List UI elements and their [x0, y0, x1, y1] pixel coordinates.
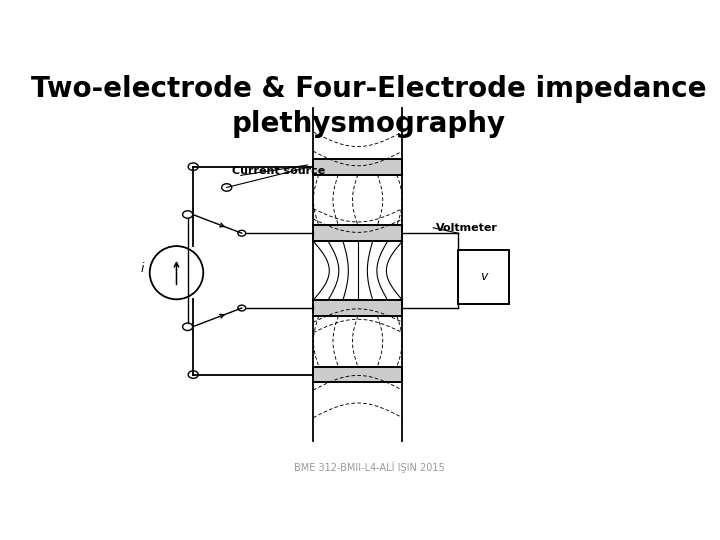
FancyBboxPatch shape [313, 159, 402, 174]
FancyBboxPatch shape [313, 367, 402, 382]
FancyBboxPatch shape [313, 225, 402, 241]
Text: i: i [140, 262, 144, 275]
Text: v: v [480, 271, 487, 284]
Text: Two-electrode & Four-Electrode impedance
plethysmography: Two-electrode & Four-Electrode impedance… [31, 75, 707, 138]
Text: Voltmeter: Voltmeter [436, 223, 498, 233]
Text: BME 312-BMII-L4-ALİ IŞIN 2015: BME 312-BMII-L4-ALİ IŞIN 2015 [294, 461, 444, 473]
FancyBboxPatch shape [313, 300, 402, 316]
Text: Current source: Current source [233, 166, 325, 176]
FancyBboxPatch shape [459, 250, 508, 304]
